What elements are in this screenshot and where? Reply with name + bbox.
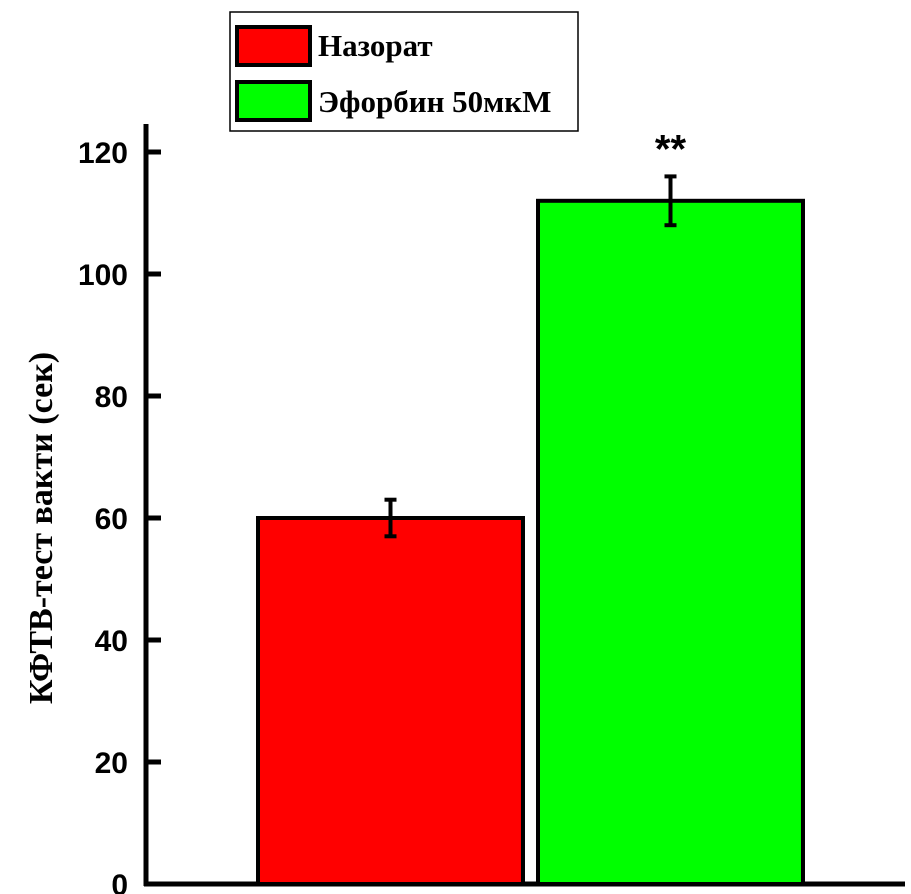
- legend-label-control: Назорат: [318, 28, 433, 63]
- bar-control: [256, 516, 525, 886]
- y-tick-label: 0: [111, 869, 128, 894]
- y-tick-label: 40: [95, 625, 128, 658]
- y-tick-label: 100: [78, 259, 128, 292]
- y-tick-label: 80: [95, 381, 128, 414]
- legend-swatch-euphorbin: [235, 80, 312, 122]
- bar-euphorbin: [536, 198, 805, 887]
- legend-label-euphorbin: Эфорбин 50мкМ: [318, 84, 551, 119]
- legend-swatch-control: [235, 25, 312, 67]
- y-tick-label: 120: [78, 137, 128, 170]
- error-bars: [384, 174, 677, 539]
- bars: [256, 198, 805, 887]
- error-bar: [384, 497, 397, 539]
- y-tick-label: 60: [95, 503, 128, 536]
- y-axis-ticks: 0 20 40 60 80 100 120: [78, 137, 161, 894]
- legend: Назорат Эфорбин 50мкМ: [229, 11, 579, 132]
- annotations: **: [655, 127, 687, 171]
- error-bar: [664, 174, 677, 228]
- y-axis-label: КФТВ-тест вакти (сек): [23, 352, 60, 704]
- y-tick-label: 20: [95, 747, 128, 780]
- significance-annotation: **: [655, 127, 687, 171]
